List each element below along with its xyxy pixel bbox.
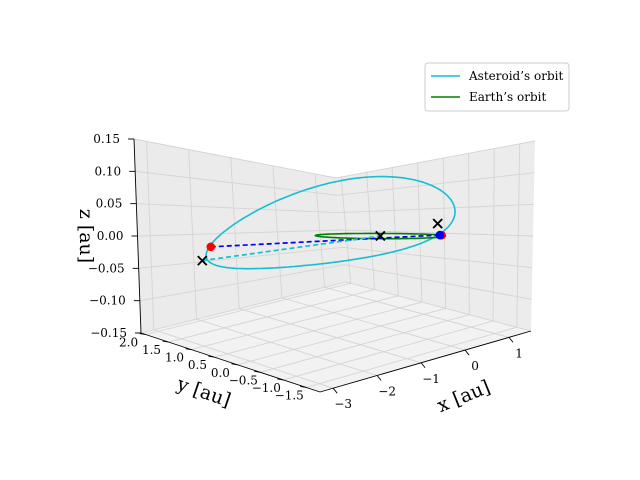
- y-tick-mark: [254, 370, 261, 373]
- grid-line-z: [133, 138, 536, 179]
- z-tick-label: 0.00: [97, 229, 124, 243]
- x-tick-mark: [420, 362, 426, 369]
- legend-label-asteroid: Asteroid’s orbit: [468, 69, 563, 83]
- y-tick-label: −0.5: [229, 373, 258, 387]
- y-tick-mark: [185, 348, 192, 351]
- y-tick-label: −1.5: [275, 388, 304, 402]
- z-axis-label: z [au]: [75, 209, 97, 263]
- cross-marker: [375, 230, 386, 242]
- x-axis-line: [319, 330, 532, 393]
- dashed-connector-line: [202, 235, 381, 262]
- grid-line-z: [135, 170, 535, 196]
- z-tick-label: 0.10: [94, 164, 121, 178]
- y-axis-line: [140, 332, 321, 393]
- legend-box: [424, 62, 570, 112]
- y-tick-mark: [277, 378, 284, 381]
- z-tick-label: −0.10: [89, 294, 126, 308]
- cross-marker: [432, 218, 443, 229]
- plot-area: [197, 175, 456, 270]
- tick-labels: −3 −2 −1 0 1 −1.5−1.0−0.50.0 0.5 1.0 1.5 2.0−0.15…: [88, 132, 523, 411]
- x-tick-label: −3: [334, 397, 352, 411]
- dashed-connector-line: [210, 234, 440, 248]
- y-tick-mark: [208, 355, 215, 358]
- y-tick-label: 0.5: [188, 358, 207, 372]
- x-tick-mark: [508, 337, 514, 343]
- y-tick-mark: [162, 340, 169, 343]
- y-tick-label: −1.0: [252, 381, 281, 395]
- x-axis-label: x [au]: [434, 376, 493, 417]
- asteroid-orbit-line: [205, 175, 456, 270]
- legend-label-earth: Earth’s orbit: [469, 90, 546, 104]
- x-tick-mark: [376, 375, 382, 381]
- x-tick-mark: [464, 349, 470, 356]
- legend: Asteroid’s orbit Earth’s orbit: [424, 62, 570, 112]
- grid-line-z: [137, 229, 534, 237]
- y-tick-mark: [139, 333, 146, 335]
- y-tick-label: 1.5: [142, 343, 161, 357]
- grid-line-z: [139, 264, 532, 302]
- z-tick-label: 0.05: [96, 197, 123, 211]
- y-tick-mark: [300, 386, 307, 388]
- back-pane-y: [134, 139, 346, 333]
- grid-line-z: [138, 246, 533, 269]
- x-tick-label: 0: [471, 359, 479, 373]
- y-tick-label: 1.0: [165, 351, 184, 365]
- z-tick-label: −0.05: [88, 261, 125, 275]
- x-tick-label: −2: [378, 384, 396, 398]
- position-dot: [435, 230, 445, 240]
- y-tick-label: 2.0: [119, 336, 138, 350]
- grid-line-z: [140, 281, 532, 334]
- position-dot: [206, 242, 216, 252]
- x-tick-mark: [332, 387, 338, 394]
- grid-line-z: [136, 203, 534, 214]
- y-tick-label: 0.0: [211, 366, 230, 380]
- z-tick-label: −0.15: [90, 326, 127, 340]
- y-tick-mark: [231, 363, 238, 366]
- grid-lines: [133, 138, 536, 389]
- z-tick-label: 0.15: [93, 132, 120, 146]
- x-tick-label: −1: [422, 372, 440, 386]
- cross-marker: [197, 255, 208, 266]
- x-tick-label: 1: [515, 346, 523, 360]
